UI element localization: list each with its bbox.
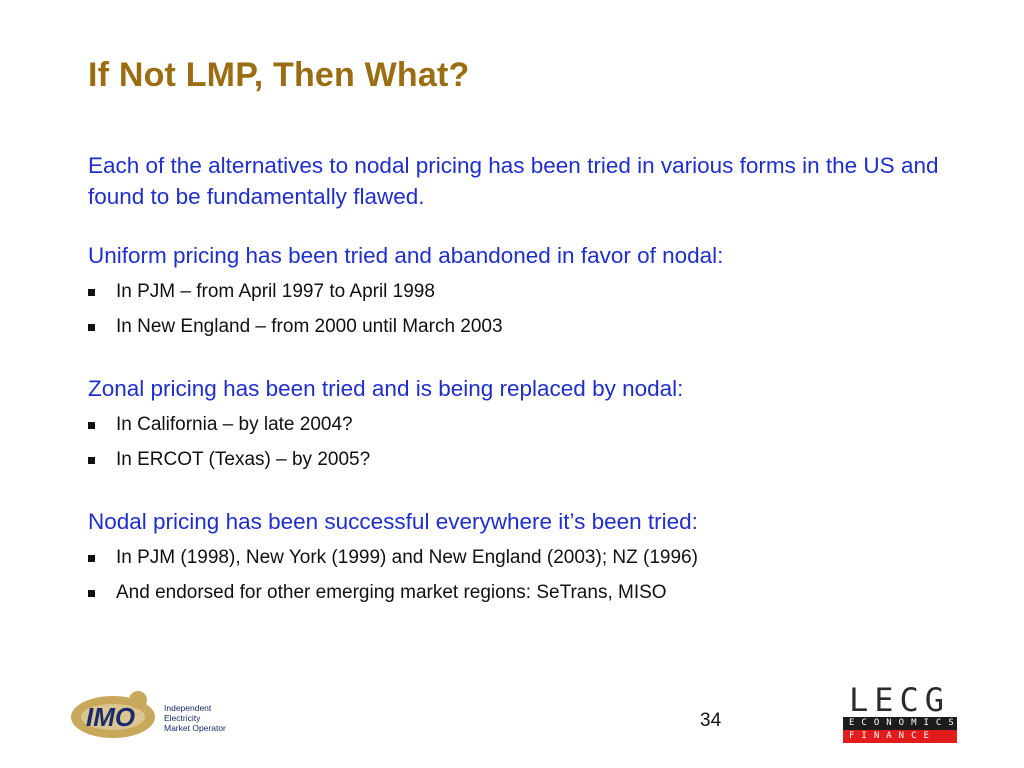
imo-line-2: Electricity [164, 713, 201, 723]
slide-body: Each of the alternatives to nodal pricin… [88, 150, 968, 639]
imo-mark: IMO [86, 702, 135, 732]
imo-line-3: Market Operator [164, 723, 226, 733]
bullet-item: In ERCOT (Texas) – by 2005? [88, 443, 968, 478]
square-bullet-icon [88, 589, 95, 597]
imo-logo: IMO Independent Electricity Market Opera… [68, 688, 238, 742]
square-bullet-icon [88, 289, 95, 296]
section-heading: Nodal pricing has been successful everyw… [88, 509, 698, 534]
bullet-item: In PJM – from April 1997 to April 1998 [88, 275, 968, 310]
imo-line-1: Independent [164, 703, 212, 713]
imo-logo-graphic: IMO Independent Electricity Market Opera… [71, 691, 226, 738]
section-heading: Zonal pricing has been tried and is bein… [88, 376, 684, 401]
lecg-logo: LECG ECONOMICS FINANCE [843, 683, 957, 745]
bullet-item: In California – by late 2004? [88, 408, 968, 443]
lecg-finance-band: FINANCE [843, 730, 957, 743]
bullet-list: In PJM – from April 1997 to April 1998 I… [88, 275, 968, 344]
square-bullet-icon [88, 422, 95, 429]
bullet-item: In PJM (1998), New York (1999) and New E… [88, 541, 968, 576]
square-bullet-icon [88, 456, 95, 464]
bullet-list: In California – by late 2004? In ERCOT (… [88, 408, 968, 477]
intro-paragraph: Each of the alternatives to nodal pricin… [88, 153, 939, 209]
bullet-list: In PJM (1998), New York (1999) and New E… [88, 541, 968, 610]
bullet-text: In ERCOT (Texas) – by 2005? [116, 448, 371, 470]
slide-title: If Not LMP, Then What? [88, 56, 470, 94]
square-bullet-icon [88, 323, 95, 331]
square-bullet-icon [88, 555, 95, 562]
section-uniform-pricing: Uniform pricing has been tried and aband… [88, 240, 968, 344]
section-heading: Uniform pricing has been tried and aband… [88, 243, 724, 268]
bullet-text: In California – by late 2004? [116, 414, 353, 435]
bullet-text: In New England – from 2000 until March 2… [116, 315, 503, 337]
page-number: 34 [700, 710, 722, 731]
bullet-text: In PJM – from April 1997 to April 1998 [116, 281, 435, 302]
lecg-economics-band: ECONOMICS [843, 717, 957, 730]
bullet-item: In New England – from 2000 until March 2… [88, 310, 968, 345]
lecg-wordmark: LECG [849, 681, 951, 719]
bullet-text: And endorsed for other emerging market r… [116, 581, 667, 603]
bullet-text: In PJM (1998), New York (1999) and New E… [116, 547, 698, 568]
bullet-item: And endorsed for other emerging market r… [88, 576, 968, 611]
section-zonal-pricing: Zonal pricing has been tried and is bein… [88, 373, 968, 477]
section-nodal-pricing: Nodal pricing has been successful everyw… [88, 506, 968, 610]
